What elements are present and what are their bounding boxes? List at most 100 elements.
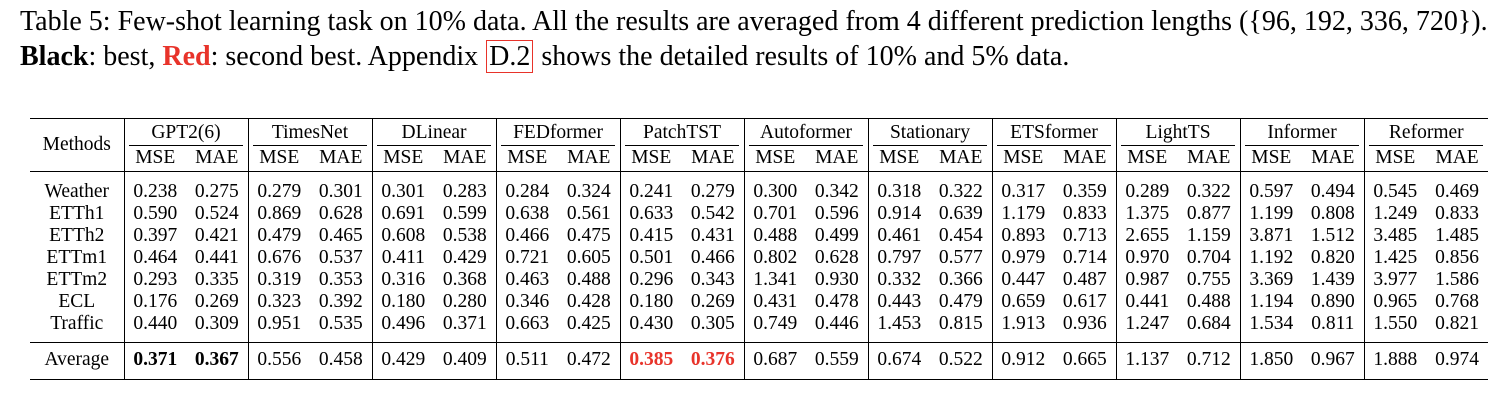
table-cell: 0.663 [495, 313, 559, 343]
table-cell: 1.179 [991, 203, 1055, 225]
dataset-label: ETTm2 [46, 269, 108, 290]
mae-header: MAE [558, 146, 621, 172]
mae-header: MAE [682, 146, 745, 172]
table-cell: 1.485 [1435, 225, 1479, 246]
mse-header: MSE [1363, 146, 1427, 172]
table-cell: 0.676 [247, 247, 311, 269]
table-cell: 1.249 [1363, 203, 1427, 225]
table-cell: 0.319 [247, 269, 311, 291]
table-cell: 0.238 [123, 171, 186, 203]
caption-red-label: Red [162, 41, 211, 72]
model-header: TimesNet [247, 118, 373, 146]
table-cell: 0.768 [1435, 291, 1479, 312]
header-row-metrics: MSE MAE MSE MAE MSE MAE MSE MAE MSE MAE MSE MAE MSE M… [30, 146, 1489, 172]
mae-header: MAE [434, 146, 497, 172]
mse-header: MSE [867, 146, 931, 172]
table-cell: 0.979 [991, 247, 1055, 269]
model-header: Informer [1239, 118, 1365, 146]
table-cell: 0.441 [1115, 291, 1179, 313]
table-cell: 0.409 [434, 342, 497, 380]
table-cell: 0.392 [318, 291, 363, 312]
table-cell: 0.633 [619, 203, 683, 225]
table-cell: 0.300 [743, 171, 807, 203]
mae-header: MAE [806, 146, 869, 172]
table-cell: 0.856 [1435, 247, 1479, 268]
model-header-label: Reformer [1369, 122, 1484, 146]
table-cell: 1.850 [1239, 342, 1303, 380]
mse-header: MSE [1239, 146, 1303, 172]
second-best-value-cell: 0.385 [619, 342, 683, 380]
dataset-label: Traffic [50, 313, 104, 334]
model-header: Autoformer [743, 118, 869, 146]
table-cell: 0.538 [442, 225, 487, 246]
caption-text-3: : second best. Appendix [210, 41, 486, 72]
table-cell: 0.472 [558, 342, 621, 380]
table-cell: 0.890 [1310, 291, 1355, 312]
table-cell: 0.279 [690, 181, 735, 202]
table-cell: 0.639 [938, 203, 983, 224]
table-cell: 0.893 [991, 225, 1055, 247]
table-cell: 0.293 [123, 269, 186, 291]
table-cell: 0.713 [1062, 225, 1107, 246]
table-cell: 1.439 [1310, 269, 1355, 290]
results-table-wrapper: Methods GPT2(6) TimesNet DLinear FEDformer Pa… [30, 118, 1489, 380]
table-cell: 1.159 [1186, 225, 1231, 246]
mse-header: MSE [123, 146, 186, 172]
table-cell: 0.704 [1186, 247, 1231, 268]
caption-text-1: Table 5: Few-shot learning task on 10% d… [20, 6, 1488, 37]
table-cell: 0.659 [991, 291, 1055, 313]
table-cell: 0.869 [247, 203, 311, 225]
table-cell: 0.494 [1310, 181, 1355, 202]
table-cell: 0.501 [619, 247, 683, 269]
mae-header: MAE [930, 146, 993, 172]
model-header-label: LightTS [1121, 122, 1235, 146]
table-cell: 3.977 [1363, 269, 1427, 291]
table-cell: 0.599 [442, 203, 487, 224]
table-cell: 0.443 [867, 291, 931, 313]
best-value-cell: 0.367 [186, 342, 249, 380]
table-cell: 1.199 [1239, 203, 1303, 225]
table-cell: 0.322 [1186, 181, 1231, 202]
table-cell: 0.324 [566, 181, 611, 202]
table-cell: 0.463 [495, 269, 559, 291]
table-cell: 0.441 [194, 247, 239, 268]
table-cell: 0.674 [867, 342, 931, 380]
table-cell: 0.617 [1062, 291, 1107, 312]
table-row: Traffic 0.440 0.309 0.951 0.535 0.496 0.371 0.6… [30, 313, 1488, 343]
table-cell: 0.322 [938, 181, 983, 202]
table-cell: 0.425 [566, 313, 611, 334]
table-cell: 0.466 [495, 225, 559, 247]
table-cell: 0.488 [566, 269, 611, 290]
table-cell: 0.335 [194, 269, 239, 290]
table-cell: 3.369 [1239, 269, 1303, 291]
table-cell: 0.577 [938, 247, 983, 268]
table-cell: 0.296 [619, 269, 683, 291]
table-cell: 1.137 [1115, 342, 1179, 380]
table-cell: 0.269 [690, 291, 735, 312]
mae-header: MAE [1426, 146, 1489, 172]
table-cell: 0.912 [991, 342, 1055, 380]
second-best-value-cell: 0.376 [682, 342, 745, 380]
model-header: PatchTST [619, 118, 745, 146]
appendix-link[interactable]: D.2 [486, 40, 534, 73]
table-cell: 0.496 [371, 313, 435, 343]
table-cell: 0.721 [495, 247, 559, 269]
table-cell: 0.458 [310, 342, 373, 380]
table-row: ETTm2 0.293 0.335 0.319 0.353 0.316 0.368 0.463… [30, 269, 1488, 291]
table-cell: 0.967 [1302, 342, 1365, 380]
model-header: GPT2(6) [123, 118, 249, 146]
table-cell: 0.974 [1426, 342, 1489, 380]
table-cell: 0.366 [938, 269, 983, 290]
table-cell: 0.556 [247, 342, 311, 380]
model-header-label: GPT2(6) [129, 122, 243, 146]
table-cell: 0.691 [371, 203, 435, 225]
table-cell: 0.332 [867, 269, 931, 291]
table-cell: 0.284 [495, 171, 559, 203]
table-cell: 0.241 [619, 171, 683, 203]
table-cell: 0.965 [1363, 291, 1427, 313]
table-cell: 0.701 [743, 203, 807, 225]
table-cell: 0.559 [806, 342, 869, 380]
mae-header: MAE [1054, 146, 1117, 172]
dataset-label: ETTh1 [49, 203, 105, 224]
table-cell: 0.936 [1062, 313, 1107, 334]
